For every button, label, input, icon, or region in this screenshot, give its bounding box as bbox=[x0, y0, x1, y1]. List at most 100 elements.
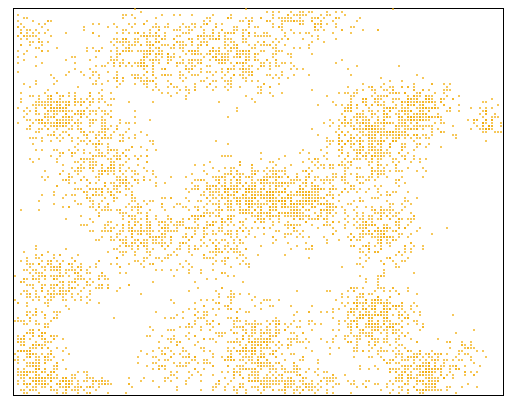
data-point bbox=[110, 209, 112, 211]
data-point bbox=[95, 176, 97, 178]
data-point bbox=[50, 74, 52, 76]
data-point bbox=[404, 347, 406, 349]
data-point bbox=[311, 41, 313, 43]
data-point bbox=[92, 32, 94, 34]
data-point bbox=[374, 341, 376, 343]
data-point bbox=[74, 95, 76, 97]
data-point bbox=[491, 107, 493, 109]
data-point bbox=[335, 335, 337, 337]
data-point bbox=[233, 29, 235, 31]
data-point bbox=[431, 131, 433, 133]
data-point bbox=[128, 383, 130, 385]
data-point bbox=[389, 143, 391, 145]
data-point bbox=[137, 41, 139, 43]
data-point bbox=[362, 218, 364, 220]
data-point bbox=[371, 224, 373, 226]
data-point bbox=[80, 263, 82, 265]
data-point bbox=[293, 224, 295, 226]
data-point bbox=[290, 164, 292, 166]
data-point bbox=[110, 149, 112, 151]
data-point bbox=[404, 122, 406, 124]
data-point bbox=[377, 170, 379, 172]
data-point bbox=[368, 320, 370, 322]
data-point bbox=[341, 131, 343, 133]
data-point bbox=[251, 194, 253, 196]
data-point bbox=[212, 167, 214, 169]
data-point bbox=[365, 104, 367, 106]
data-point bbox=[146, 248, 148, 250]
data-point bbox=[350, 320, 352, 322]
data-point bbox=[248, 20, 250, 22]
data-point bbox=[125, 182, 127, 184]
data-point bbox=[335, 17, 337, 19]
data-point bbox=[413, 218, 415, 220]
data-point bbox=[437, 116, 439, 118]
data-point bbox=[56, 185, 58, 187]
data-point bbox=[152, 89, 154, 91]
data-point bbox=[101, 95, 103, 97]
data-point bbox=[356, 305, 358, 307]
data-point bbox=[50, 269, 52, 271]
data-point bbox=[23, 269, 25, 271]
data-point bbox=[329, 290, 331, 292]
data-point bbox=[203, 41, 205, 43]
data-point bbox=[44, 275, 46, 277]
data-point bbox=[317, 167, 319, 169]
data-point bbox=[71, 116, 73, 118]
data-point bbox=[386, 227, 388, 229]
data-point bbox=[122, 251, 124, 253]
data-point bbox=[110, 167, 112, 169]
data-point bbox=[281, 182, 283, 184]
data-point bbox=[23, 110, 25, 112]
data-point bbox=[242, 38, 244, 40]
data-point bbox=[311, 20, 313, 22]
data-point bbox=[29, 29, 31, 31]
data-point bbox=[311, 305, 313, 307]
data-point bbox=[29, 137, 31, 139]
data-point bbox=[428, 137, 430, 139]
data-point bbox=[35, 272, 37, 274]
data-point bbox=[278, 185, 280, 187]
data-point bbox=[86, 269, 88, 271]
data-point bbox=[254, 35, 256, 37]
data-point bbox=[98, 131, 100, 133]
data-point bbox=[161, 92, 163, 94]
data-point bbox=[59, 290, 61, 292]
data-point bbox=[281, 206, 283, 208]
data-point bbox=[218, 170, 220, 172]
data-point bbox=[272, 41, 274, 43]
data-point bbox=[398, 98, 400, 100]
data-point bbox=[119, 41, 121, 43]
data-point bbox=[29, 272, 31, 274]
data-point bbox=[383, 209, 385, 211]
data-point bbox=[269, 44, 271, 46]
data-point bbox=[392, 215, 394, 217]
data-point bbox=[380, 77, 382, 79]
data-point bbox=[377, 122, 379, 124]
data-point bbox=[350, 161, 352, 163]
data-point bbox=[260, 209, 262, 211]
data-point bbox=[407, 257, 409, 259]
data-point bbox=[365, 101, 367, 103]
data-point bbox=[32, 377, 34, 379]
data-point bbox=[479, 128, 481, 130]
data-point bbox=[20, 101, 22, 103]
data-point bbox=[134, 197, 136, 199]
data-point bbox=[17, 338, 19, 340]
data-point bbox=[68, 263, 70, 265]
data-point bbox=[65, 218, 67, 220]
data-point bbox=[278, 191, 280, 193]
data-point bbox=[152, 44, 154, 46]
data-point bbox=[338, 137, 340, 139]
data-point bbox=[215, 26, 217, 28]
data-point bbox=[164, 68, 166, 70]
data-point bbox=[158, 47, 160, 49]
data-point bbox=[404, 128, 406, 130]
data-point bbox=[368, 152, 370, 154]
data-point bbox=[365, 308, 367, 310]
data-point bbox=[272, 191, 274, 193]
data-point bbox=[350, 173, 352, 175]
data-point bbox=[167, 257, 169, 259]
data-point bbox=[326, 140, 328, 142]
data-point bbox=[62, 170, 64, 172]
